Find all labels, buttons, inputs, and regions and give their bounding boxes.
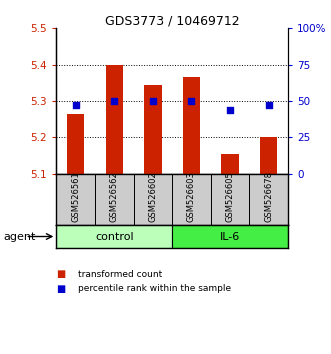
Text: GSM526562: GSM526562: [110, 171, 119, 222]
Text: agent: agent: [3, 232, 36, 241]
Bar: [172, 173, 211, 225]
Text: ■: ■: [56, 269, 66, 279]
Text: GSM526602: GSM526602: [148, 171, 157, 222]
Point: [112, 98, 117, 104]
Bar: [172, 225, 288, 248]
Text: transformed count: transformed count: [78, 270, 162, 279]
Bar: [249, 173, 288, 225]
Bar: [211, 173, 249, 225]
Bar: [183, 77, 200, 173]
Bar: [56, 225, 172, 248]
Text: IL-6: IL-6: [220, 232, 240, 241]
Text: GSM526603: GSM526603: [187, 171, 196, 222]
Point: [73, 102, 78, 108]
Bar: [144, 85, 162, 173]
Bar: [221, 154, 239, 173]
Point: [227, 107, 233, 113]
Text: GSM526678: GSM526678: [264, 171, 273, 222]
Title: GDS3773 / 10469712: GDS3773 / 10469712: [105, 14, 239, 27]
Point: [189, 98, 194, 104]
Bar: [67, 114, 84, 173]
Text: ■: ■: [56, 284, 66, 293]
Bar: [56, 173, 95, 225]
Point: [266, 102, 271, 108]
Text: GSM526605: GSM526605: [225, 171, 235, 222]
Bar: [260, 137, 277, 173]
Bar: [95, 173, 133, 225]
Bar: [106, 65, 123, 173]
Text: GSM526561: GSM526561: [71, 171, 80, 222]
Point: [150, 98, 156, 104]
Text: percentile rank within the sample: percentile rank within the sample: [78, 284, 231, 293]
Bar: [133, 173, 172, 225]
Text: control: control: [95, 232, 133, 241]
